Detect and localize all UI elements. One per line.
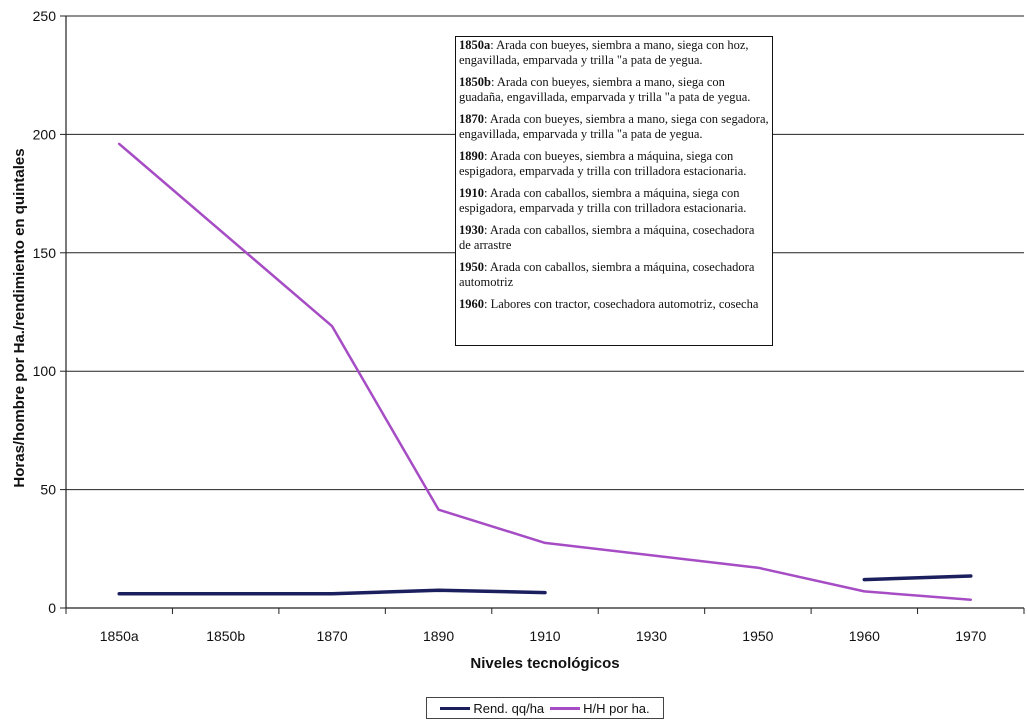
x-tick-label-1960: 1960 [849, 628, 880, 644]
series-line-1-segment-0 [117, 142, 973, 601]
annotation-entry-label: 1890 [459, 149, 484, 163]
annotation-entry-text: : Arada con caballos, siembra a máquina,… [459, 186, 747, 215]
annotation-entry-1950: 1950: Arada con caballos, siembra a máqu… [459, 260, 769, 290]
series-lines [117, 142, 973, 601]
y-axis-title: Horas/hombre por Ha./rendimiento en quin… [11, 148, 28, 487]
annotation-entry-text: : Arada con bueyes, siembra a mano, sieg… [459, 75, 751, 104]
annotation-entry-1930: 1930: Arada con caballos, siembra a máqu… [459, 223, 769, 253]
annotation-entry-1870: 1870: Arada con bueyes, siembra a mano, … [459, 112, 769, 142]
y-tick-label-150: 150 [33, 245, 57, 261]
y-tick-label-200: 200 [33, 126, 57, 142]
annotation-entry-1850a: 1850a: Arada con bueyes, siembra a mano,… [459, 38, 769, 68]
legend: Rend. qq/ha H/H por ha. [426, 697, 664, 719]
annotation-entry-label: 1850b [459, 75, 491, 89]
annotation-entry-label: 1850a [459, 38, 491, 52]
y-tick-label-250: 250 [33, 8, 57, 24]
annotation-entry-label: 1950 [459, 260, 484, 274]
annotation-entry-text: : Arada con bueyes, siembra a mano, sieg… [459, 38, 749, 67]
annotation-entry-label: 1930 [459, 223, 484, 237]
x-tick-label-1850a: 1850a [100, 628, 139, 644]
legend-item-rend: Rend. qq/ha [440, 701, 544, 716]
y-tick-label-100: 100 [33, 363, 57, 379]
series-line-0-segment-0 [117, 588, 547, 596]
x-tick-label-1850b: 1850b [206, 628, 245, 644]
legend-label-rend: Rend. qq/ha [473, 700, 545, 716]
annotation-entry-text: : Arada con bueyes, siembra a mano, sieg… [459, 112, 769, 141]
y-tick-label-0: 0 [48, 600, 56, 616]
x-axis-title: Niveles tecnológicos [470, 655, 619, 672]
axes [60, 15, 1025, 614]
annotation-entry-text: : Arada con bueyes, siembra a máquina, s… [459, 149, 747, 178]
series-line-0-segment-1 [862, 574, 973, 582]
x-tick-label-1970: 1970 [955, 628, 986, 644]
annotation-box: 1850a: Arada con bueyes, siembra a mano,… [455, 36, 773, 346]
annotation-entry-label: 1870 [459, 112, 484, 126]
annotation-entry-label: 1960 [459, 297, 484, 311]
legend-swatch-rend [440, 706, 471, 710]
y-tick-label-50: 50 [40, 482, 56, 498]
legend-item-hh: H/H por ha. [550, 700, 650, 716]
annotation-entry-label: 1910 [459, 186, 484, 200]
legend-label-hh: H/H por ha. [583, 700, 650, 716]
legend-swatch-hh [550, 706, 581, 710]
annotation-entry-text: : Arada con caballos, siembra a máquina,… [459, 260, 755, 289]
x-tick-label-1890: 1890 [423, 628, 454, 644]
x-tick-label-1870: 1870 [317, 628, 348, 644]
annotation-entry-text: : Arada con caballos, siembra a máquina,… [459, 223, 755, 252]
x-tick-label-1910: 1910 [529, 628, 560, 644]
annotation-entry-1890: 1890: Arada con bueyes, siembra a máquin… [459, 149, 769, 179]
annotation-entry-1960: 1960: Labores con tractor, cosechadora a… [459, 297, 769, 312]
x-tick-label-1950: 1950 [742, 628, 773, 644]
tick-labels: 0 50 100 150 200 250 1850a 1850b 1870 1890 1910 193… [33, 8, 987, 644]
annotation-entry-1850b: 1850b: Arada con bueyes, siembra a mano,… [459, 75, 769, 105]
x-tick-label-1930: 1930 [636, 628, 667, 644]
annotation-entry-text: : Labores con tractor, cosechadora autom… [484, 297, 759, 311]
annotation-entry-1910: 1910: Arada con caballos, siembra a máqu… [459, 186, 769, 216]
